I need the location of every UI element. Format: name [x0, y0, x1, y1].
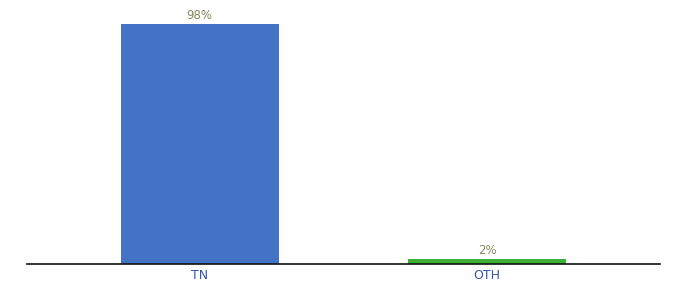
Bar — [408, 259, 566, 264]
Bar — [120, 24, 279, 264]
Text: 98%: 98% — [187, 9, 213, 22]
Text: 2%: 2% — [478, 244, 496, 257]
